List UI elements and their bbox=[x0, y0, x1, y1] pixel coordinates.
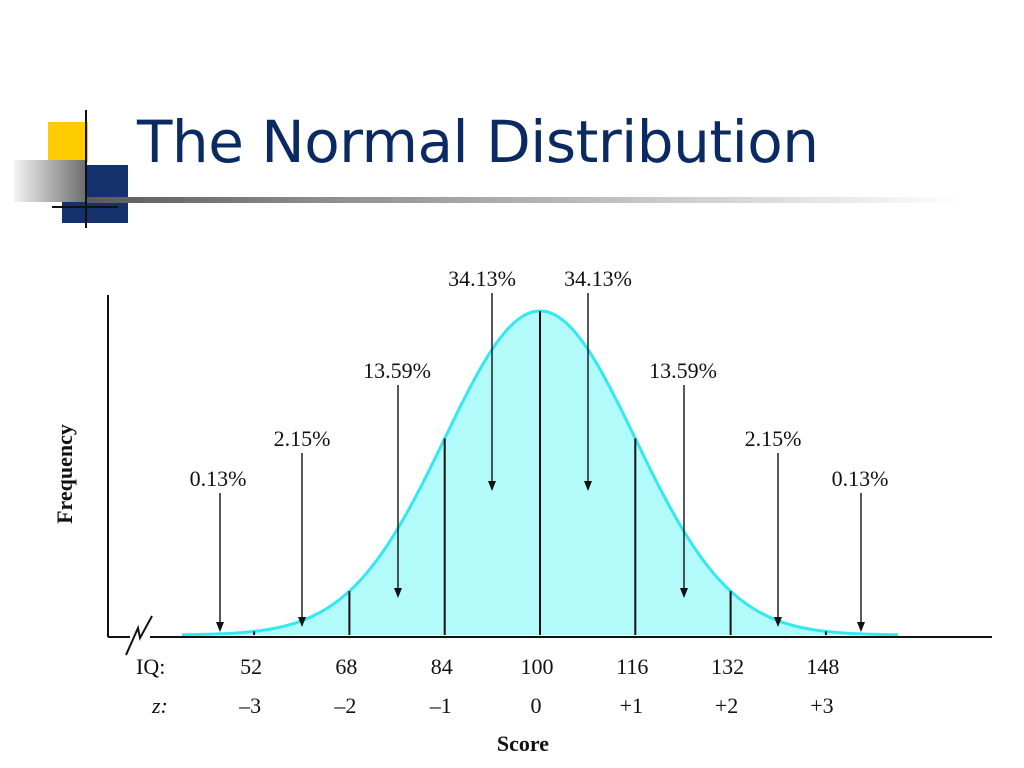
z-tick-4: +1 bbox=[620, 693, 643, 718]
percent-arrow-head-6 bbox=[774, 617, 782, 627]
x-axis-label: Score bbox=[497, 731, 549, 756]
percent-arrow-head-2 bbox=[394, 588, 402, 598]
z-tick-2: –1 bbox=[429, 693, 452, 718]
percent-arrow-head-1 bbox=[298, 617, 306, 627]
percent-label-3: 34.13% bbox=[448, 266, 516, 291]
percent-arrow-head-7 bbox=[857, 622, 865, 632]
percent-label-0: 0.13% bbox=[190, 466, 247, 491]
iq-row-label: IQ: bbox=[136, 654, 165, 679]
percent-label-2: 13.59% bbox=[363, 358, 431, 383]
z-tick-5: +2 bbox=[715, 693, 738, 718]
iq-tick-0: 52 bbox=[240, 654, 262, 679]
percent-arrow-head-0 bbox=[216, 622, 224, 632]
z-row-label: z: bbox=[151, 693, 168, 718]
percent-label-6: 2.15% bbox=[745, 426, 802, 451]
z-tick-1: –2 bbox=[333, 693, 356, 718]
percent-label-7: 0.13% bbox=[832, 466, 889, 491]
percent-arrow-head-3 bbox=[488, 481, 496, 491]
slide-title: The Normal Distribution bbox=[137, 108, 819, 176]
z-tick-3: 0 bbox=[531, 693, 542, 718]
z-tick-6: +3 bbox=[810, 693, 833, 718]
title-underline bbox=[86, 197, 966, 203]
iq-tick-4: 116 bbox=[616, 654, 648, 679]
iq-tick-6: 148 bbox=[806, 654, 839, 679]
percent-label-1: 2.15% bbox=[274, 426, 331, 451]
axis-break-mark bbox=[125, 615, 153, 656]
iq-tick-1: 68 bbox=[335, 654, 357, 679]
percent-label-5: 13.59% bbox=[649, 358, 717, 383]
z-tick-0: –3 bbox=[238, 693, 261, 718]
title-decoration bbox=[14, 110, 966, 228]
percent-label-4: 34.13% bbox=[564, 266, 632, 291]
iq-tick-2: 84 bbox=[431, 654, 453, 679]
yellow-square bbox=[48, 122, 88, 162]
iq-tick-5: 132 bbox=[711, 654, 744, 679]
gray-gradient-block bbox=[14, 160, 86, 202]
percent-arrow-head-5 bbox=[680, 588, 688, 598]
y-axis-label: Frequency bbox=[52, 424, 77, 524]
percent-arrow-head-4 bbox=[584, 481, 592, 491]
iq-tick-3: 100 bbox=[521, 654, 554, 679]
